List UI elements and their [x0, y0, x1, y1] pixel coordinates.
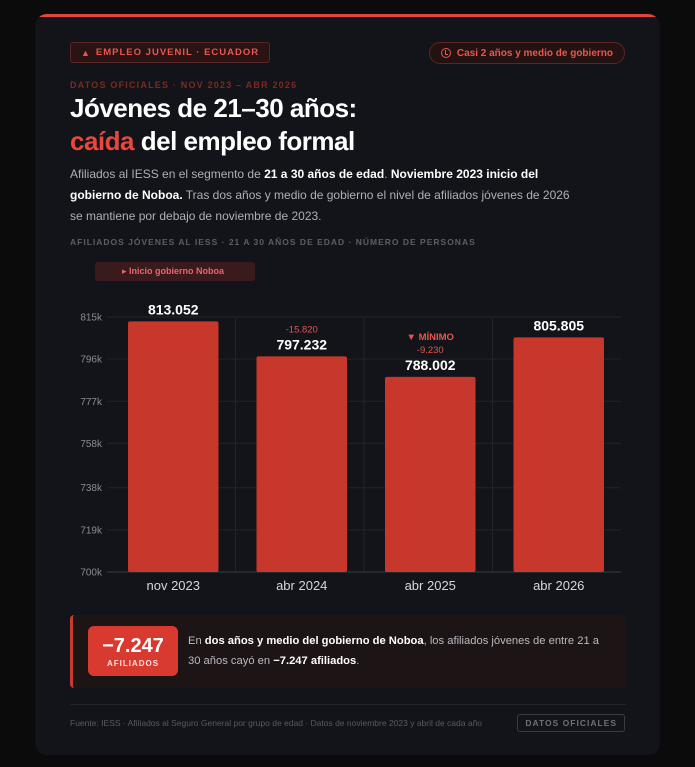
- y-tick-label: 815k: [80, 313, 103, 324]
- chart-subhead: AFILIADOS JÓVENES AL IESS · 21 A 30 AÑOS…: [70, 237, 476, 247]
- title-accent: caída: [70, 126, 135, 156]
- official-data-tag: DATOS OFICIALES: [517, 714, 625, 732]
- summary-text: En dos años y medio del gobierno de Nobo…: [188, 631, 608, 671]
- summary-text-2: , los afiliados jóvenes de entre 21 a 30…: [188, 635, 599, 667]
- desc-text-1: Afiliados al IESS en el segmento de: [70, 167, 265, 181]
- y-tick-label: 758k: [80, 439, 103, 450]
- data-label: 813.052: [148, 301, 199, 317]
- data-label: 788.002: [405, 357, 456, 373]
- summary-value: −7.247: [102, 634, 164, 657]
- y-tick-label: 700k: [80, 568, 103, 579]
- y-tick-label: 777k: [80, 397, 103, 408]
- x-tick-label: abr 2026: [533, 578, 584, 593]
- summary-unit: AFILIADOS: [106, 658, 160, 668]
- x-tick-label: abr 2024: [276, 578, 327, 593]
- title-line-2: caída del empleo formal: [70, 125, 357, 158]
- summary-text-3: .: [356, 655, 360, 667]
- desc-bold-2: Noviembre 2023 inicio del gobierno de No…: [70, 167, 539, 202]
- source-note: Fuente: IESS · Afiliados al Seguro Gener…: [70, 718, 483, 728]
- y-tick-label: 738k: [80, 483, 103, 494]
- data-label: 797.232: [276, 336, 327, 352]
- data-label: 805.805: [533, 317, 584, 333]
- summary-panel: −7.247 AFILIADOS En dos años y medio del…: [70, 615, 626, 688]
- footer-divider: [70, 704, 626, 705]
- desc-text-3: Tras dos años y medio de gobierno el niv…: [70, 188, 570, 223]
- bar: [385, 376, 476, 572]
- desc-text-2: .: [384, 167, 391, 181]
- badge-label: EMPLEO JUVENIL · ECUADOR: [95, 47, 260, 58]
- y-tick-label: 719k: [80, 525, 103, 536]
- government-start-marker: ▸ Inicio gobierno Noboa: [95, 262, 255, 281]
- clock-icon: [440, 48, 451, 58]
- infographic-card: ▲ EMPLEO JUVENIL · ECUADOR Casi 2 años y…: [35, 14, 660, 755]
- x-tick-label: nov 2023: [147, 578, 201, 593]
- pill-label: Casi 2 años y medio de gobierno: [456, 47, 613, 59]
- bar: [513, 337, 604, 572]
- section-badge: ▲ EMPLEO JUVENIL · ECUADOR: [70, 42, 271, 63]
- accent-bar: [35, 14, 660, 17]
- description: Afiliados al IESS en el segmento de 21 a…: [70, 164, 570, 227]
- summary-bold-1: dos años y medio del gobierno de Noboa: [204, 635, 424, 647]
- summary-value-box: −7.247 AFILIADOS: [88, 626, 178, 676]
- x-tick-label: abr 2025: [405, 578, 456, 593]
- desc-bold-1: 21 a 30 años de edad: [264, 167, 385, 181]
- delta-label: -15.820: [286, 324, 318, 335]
- government-duration-pill: Casi 2 años y medio de gobierno: [428, 42, 625, 64]
- delta-label: -9.230: [417, 345, 444, 356]
- title-line-1: Jóvenes de 21–30 años:: [70, 93, 357, 123]
- kicker: DATOS OFICIALES · NOV 2023 – ABR 2026: [70, 80, 298, 90]
- bar-chart: 700k 719k 738k 758k 777k 796k 815k 813.052 nov 2…: [80, 301, 621, 593]
- minimum-marker: ▼ MÍNIMO: [407, 332, 454, 343]
- title-rest: del empleo formal: [134, 126, 356, 156]
- summary-text-1: En: [188, 635, 205, 647]
- bar: [128, 321, 219, 572]
- y-tick-label: 796k: [80, 355, 103, 366]
- summary-bold-2: −7.247 afiliados: [273, 655, 357, 667]
- bar: [256, 356, 347, 572]
- warning-icon: ▲: [81, 47, 91, 58]
- page-title: Jóvenes de 21–30 años: caída del empleo …: [70, 92, 357, 158]
